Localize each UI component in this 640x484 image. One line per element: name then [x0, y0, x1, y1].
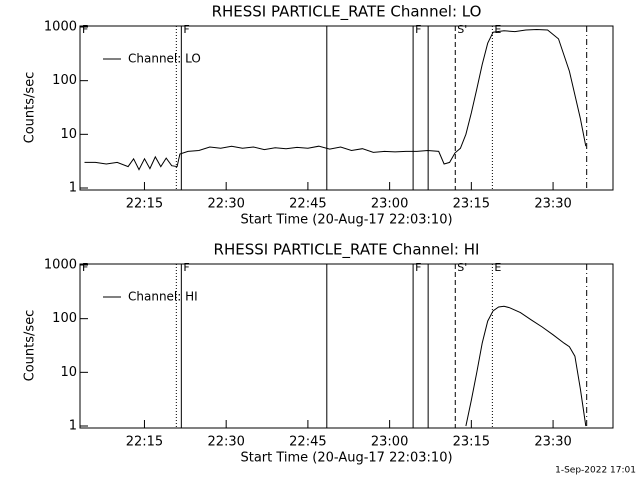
marker-label: F	[183, 23, 189, 36]
x-tick-label: 23:15	[453, 435, 490, 450]
legend-label: Channel: LO	[128, 52, 201, 66]
marker-label: E	[494, 261, 501, 274]
x-tick-label: 23:15	[453, 197, 490, 212]
marker-label: F	[415, 261, 421, 274]
marker-label: F	[82, 261, 88, 274]
marker-label: E	[494, 23, 501, 36]
x-tick-label: 22:45	[289, 197, 326, 212]
marker-label: F	[82, 23, 88, 36]
x-tick-label: 22:30	[207, 435, 244, 450]
x-tick-label: 23:00	[371, 435, 408, 450]
marker-label: F	[415, 23, 421, 36]
x-tick-label: 22:15	[126, 435, 163, 450]
y-tick-label: 1000	[44, 258, 77, 273]
data-line	[84, 28, 587, 171]
y-tick-label: 100	[52, 73, 77, 88]
y-tick-label: 10	[60, 365, 77, 380]
y-tick-label: 100	[52, 311, 77, 326]
chart-title: RHESSI PARTICLE_RATE Channel: HI	[214, 241, 480, 260]
x-tick-label: 23:00	[371, 197, 408, 212]
y-tick-label: 10	[60, 127, 77, 142]
x-axis-label: Start Time (20-Aug-17 22:03:10)	[240, 213, 452, 228]
x-tick-label: 23:30	[534, 435, 571, 450]
marker-label: S'	[457, 261, 467, 274]
plot-frame	[79, 263, 614, 429]
y-tick-label: 1	[69, 181, 77, 196]
marker-label: S'	[457, 23, 467, 36]
y-axis-label: Counts/sec	[23, 310, 38, 382]
chart-title: RHESSI PARTICLE_RATE Channel: LO	[212, 3, 482, 22]
data-line	[465, 305, 587, 427]
legend-label: Channel: HI	[128, 290, 198, 304]
y-tick-label: 1000	[44, 20, 77, 35]
marker-label: F	[183, 261, 189, 274]
x-tick-label: 22:15	[126, 197, 163, 212]
y-axis-label: Counts/sec	[23, 72, 38, 144]
x-tick-label: 23:30	[534, 197, 571, 212]
y-tick-label: 1	[69, 419, 77, 434]
x-axis-label: Start Time (20-Aug-17 22:03:10)	[240, 451, 452, 466]
plot-frame	[79, 25, 614, 191]
footer: 1-Sep-2022 17:01	[555, 466, 636, 476]
x-tick-label: 22:45	[289, 435, 326, 450]
x-tick-label: 22:30	[207, 197, 244, 212]
